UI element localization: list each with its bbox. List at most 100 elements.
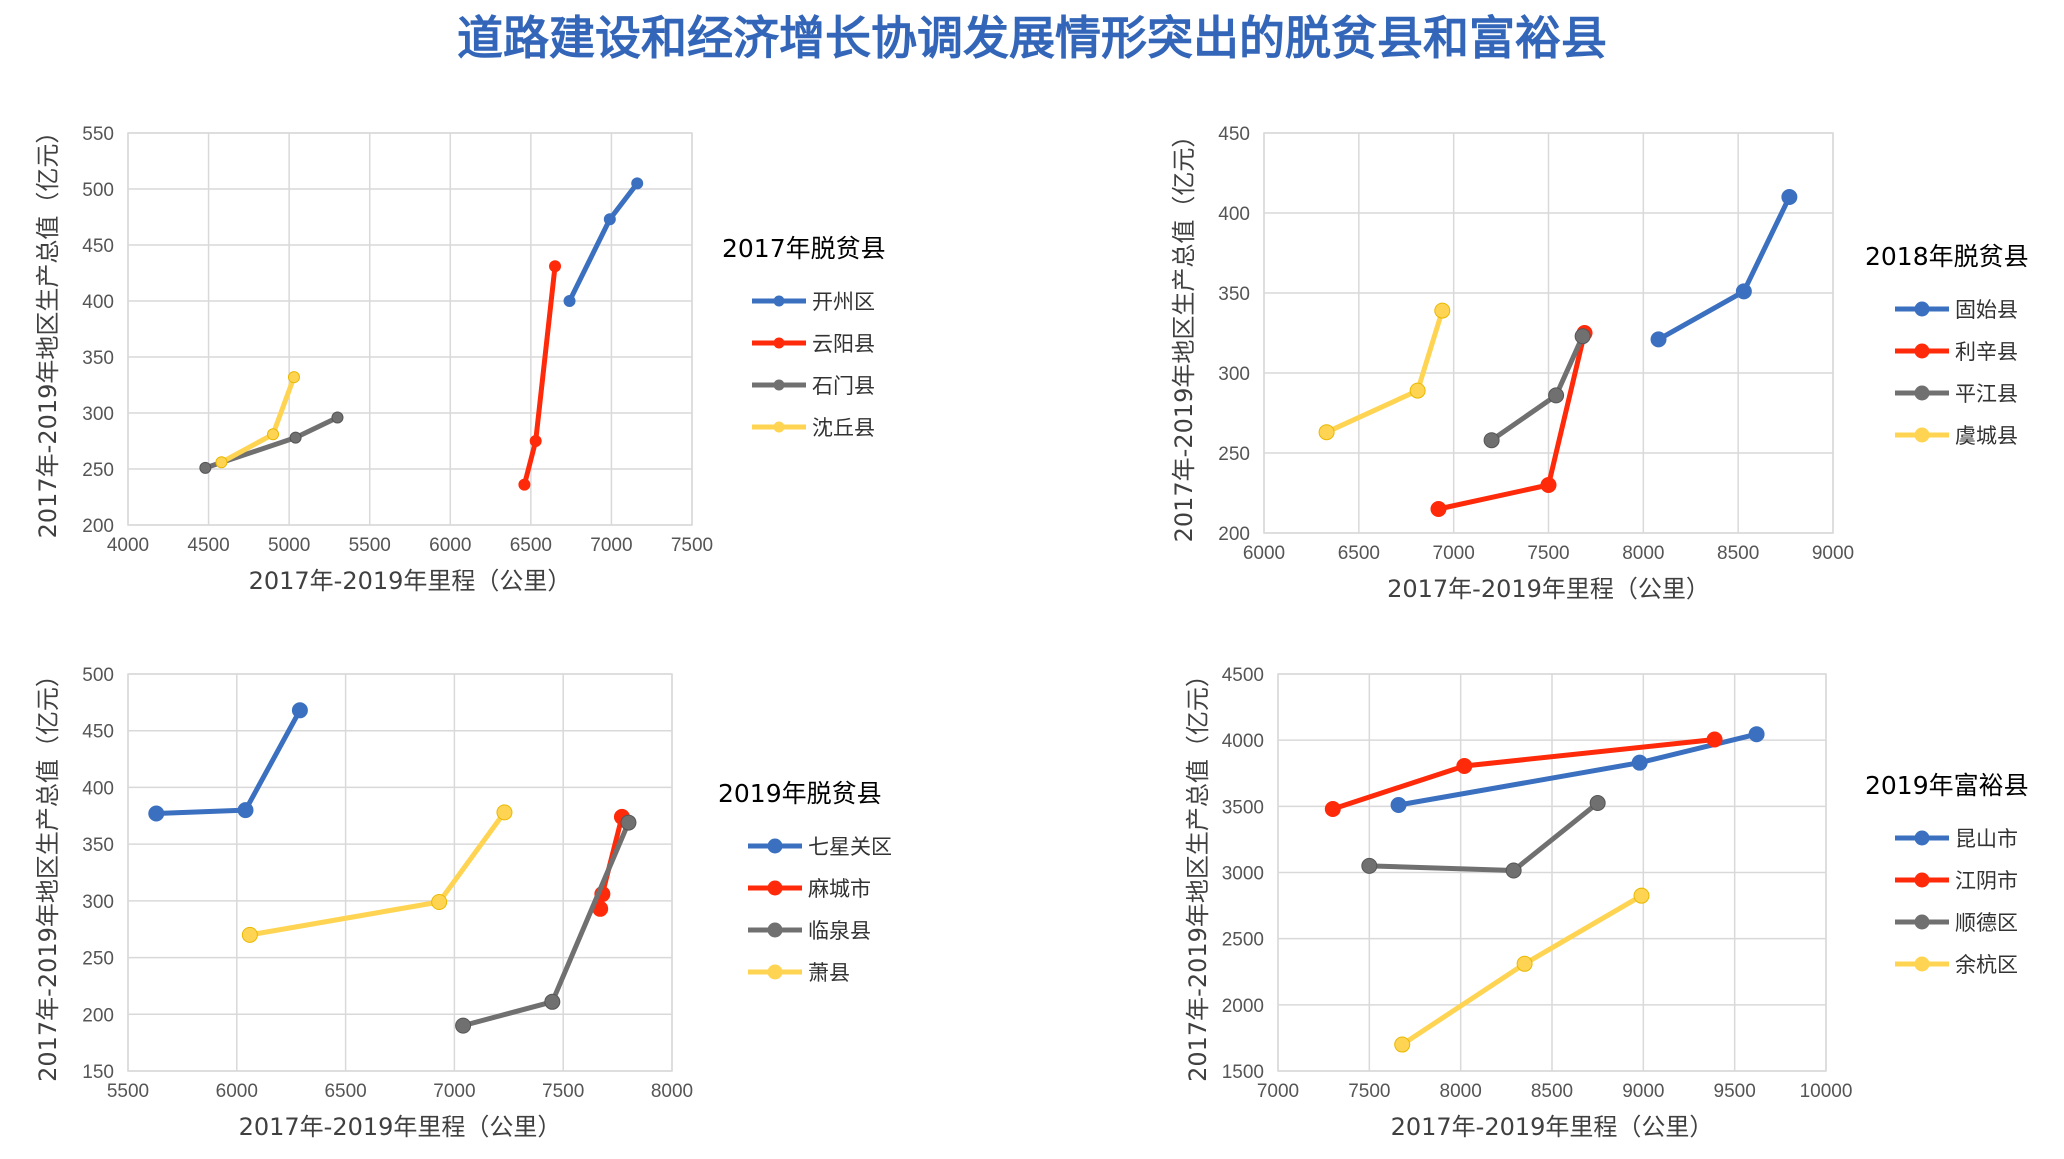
y-tick-label: 200 [82,516,114,537]
x-tick-label: 4500 [187,535,229,556]
plot-frame [1277,673,1827,1072]
data-point [603,213,616,226]
data-point [1361,857,1378,874]
x-tick-label: 7500 [671,535,713,556]
y-tick-label: 250 [82,460,114,481]
data-point [529,435,542,447]
data-point [199,461,212,474]
y-tick-label: 300 [82,404,114,425]
y-tick-label: 200 [1218,524,1250,545]
legend-marker [1914,343,1930,359]
y-axis-title: 2017年-2019年地区生产总值（亿元） [1170,124,1198,543]
plot-frame [127,673,673,1072]
data-point [1650,331,1667,348]
legend-marker [773,421,785,433]
page-title: 道路建设和经济增长协调发展情形突出的脱贫县和富裕县 [457,11,1607,65]
legend-label: 石门县 [812,374,875,398]
series-line-云阳县 [521,263,558,488]
x-tick-label: 6500 [510,535,552,556]
data-point [215,456,228,469]
legend-title: 2017年脱贫县 [722,234,886,263]
data-point [1748,726,1765,743]
data-point [563,295,576,307]
data-point [267,428,280,441]
legend-marker [1914,385,1930,401]
x-tick-label: 7000 [1433,543,1475,564]
data-point [1409,382,1426,399]
x-tick-label: 7500 [1348,1081,1390,1102]
data-point [1633,887,1650,904]
chart-1: 4000 4500 5000 5500 6000 6500 7000 7500 200 250 30… [34,120,886,595]
x-axis-title: 2017年-2019年里程（公里） [1391,1113,1714,1141]
legend-marker [767,880,783,896]
data-point [496,804,513,821]
plot-frame [1263,132,1834,534]
y-axis-title: 2017年-2019年地区生产总值（亿元） [34,120,62,539]
y-axis-title: 2017年-2019年地区生产总值（亿元） [34,663,62,1082]
legend-label: 沈丘县 [812,416,875,440]
data-point [1735,283,1752,300]
data-point [1456,757,1473,774]
data-point [1318,424,1335,441]
data-point [549,260,562,273]
data-point [1706,731,1723,748]
legend-label: 昆山市 [1955,827,2018,851]
x-tick-label: 6000 [1243,543,1285,564]
y-tick-label: 350 [82,835,114,856]
x-tick-label: 5500 [107,1081,149,1102]
x-tick-label: 7500 [1527,543,1569,564]
y-tick-label: 150 [82,1062,114,1083]
data-point [631,177,644,190]
x-tick-label: 8000 [1622,543,1664,564]
x-tick-label: 7000 [1257,1081,1299,1102]
y-tick-label: 350 [1218,284,1250,305]
legend-label: 虞城县 [1955,424,2018,448]
series-line-开州区 [567,180,640,304]
data-point [241,926,258,943]
legend-marker [1914,914,1930,930]
data-point [287,371,300,384]
legend-label: 顺德区 [1955,911,2018,935]
x-tick-label: 4000 [107,535,149,556]
plot-frame [127,132,693,526]
y-tick-label: 500 [82,665,114,686]
x-tick-label: 7000 [590,535,632,556]
data-point [1516,955,1533,972]
legend-label: 固始县 [1955,298,2018,322]
y-tick-label: 400 [1218,204,1250,225]
x-tick-label: 7000 [433,1081,475,1102]
x-tick-label: 9000 [1622,1081,1664,1102]
y-tick-label: 1500 [1222,1062,1264,1083]
legend-marker [1914,301,1930,317]
series-line-固始县 [1656,194,1792,342]
data-point [289,431,302,444]
x-axis-title: 2017年-2019年里程（公里） [249,567,572,595]
y-tick-label: 3500 [1222,797,1264,818]
x-tick-label: 6500 [1338,543,1380,564]
legend-title: 2018年脱贫县 [1865,242,2029,271]
legend-marker [1914,956,1930,972]
y-tick-label: 2000 [1222,996,1264,1017]
x-tick-label: 6000 [429,535,471,556]
legend-title: 2019年脱贫县 [718,779,882,808]
legend-marker [767,838,783,854]
data-point [1589,795,1606,812]
legend-marker [767,922,783,938]
y-axis-title: 2017年-2019年地区生产总值（亿元） [1184,663,1212,1082]
legend-marker [773,379,785,391]
x-axis-title: 2017年-2019年里程（公里） [1387,575,1710,603]
data-point [1483,432,1500,449]
y-tick-label: 400 [82,778,114,799]
y-tick-label: 250 [1218,444,1250,465]
legend-marker [773,337,785,349]
x-tick-label: 5000 [268,535,310,556]
data-point [1394,1036,1411,1053]
y-tick-label: 200 [82,1005,114,1026]
y-tick-label: 4000 [1222,731,1264,752]
chart-2: 6000 6500 7000 7500 8000 8500 9000 200 250 300 350… [1170,124,2029,603]
chart-3: 5500 6000 6500 7000 7500 8000 150 200 250 300 350 4… [34,663,892,1141]
legend-marker [767,964,783,980]
x-tick-label: 8000 [651,1081,693,1102]
data-point [331,411,344,424]
